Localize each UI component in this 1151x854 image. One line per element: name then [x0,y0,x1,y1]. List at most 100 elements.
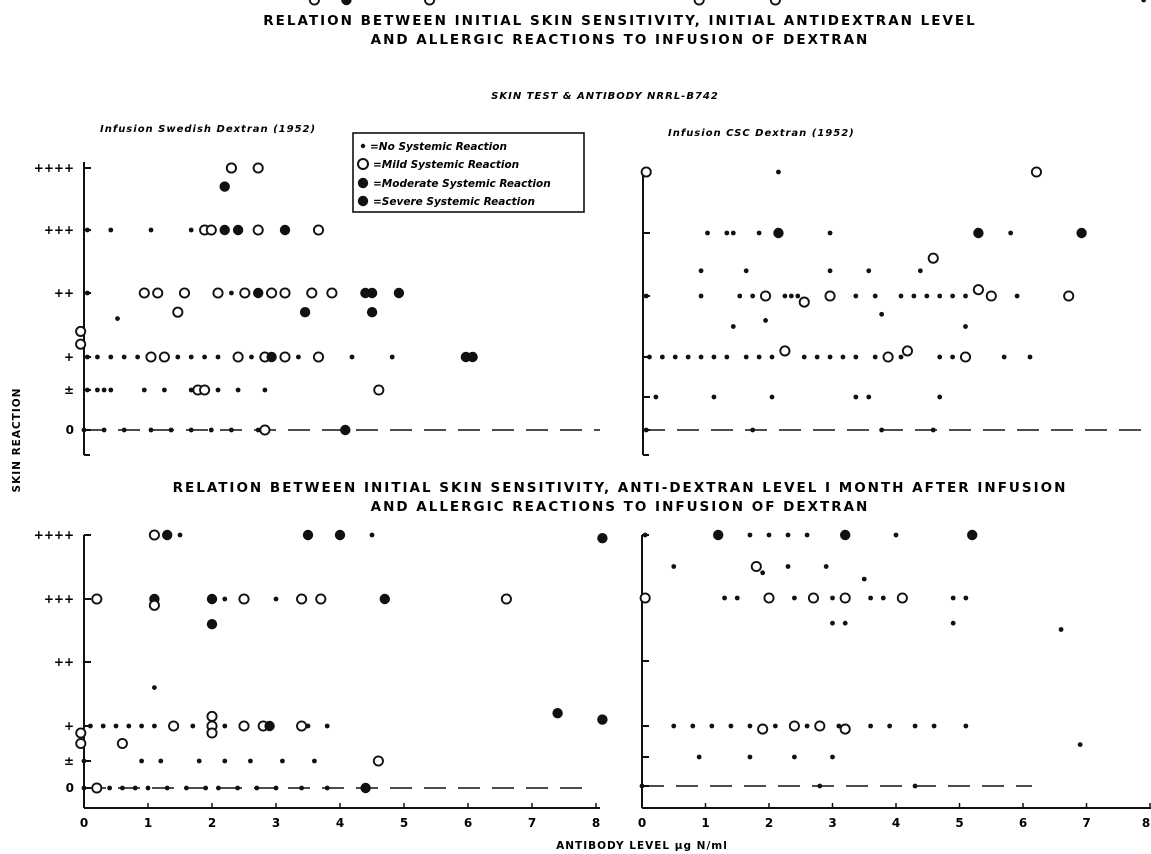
data-point-none [95,387,100,393]
data-point-none [937,293,943,299]
data-point-none [312,758,317,764]
data-point-none [756,230,762,236]
data-point-none [698,268,704,274]
data-point-none [1027,354,1033,360]
data-point-none [950,595,956,601]
data-point-none [950,620,956,626]
data-point-severe [334,529,346,541]
data-point-none [868,723,873,729]
data-point-none [1141,0,1147,3]
data-point-none [814,354,820,360]
data-point-none [135,354,141,360]
data-point-none [782,293,788,299]
data-point-mild [259,424,271,436]
data-point-none [369,532,375,538]
data-point-none [188,354,194,360]
data-point-none [177,532,183,538]
data-point-mild [763,592,775,604]
data-point-mild [798,296,810,308]
data-point-none [190,723,196,729]
data-point-mild [296,720,308,732]
data-point-none [696,754,702,760]
data-point-mild [266,287,278,299]
data-point-severe [467,351,478,363]
data-point-mild [757,723,769,735]
panel-top-left: 0±++++++++++ [34,161,600,456]
legend: =No Systemic Reaction =Mild Systemic Rea… [352,132,585,213]
data-point-none [880,595,886,601]
data-point-none [785,564,791,569]
data-point-none [107,785,112,791]
data-point-mild [252,162,264,174]
data-point-mild [500,593,512,605]
data-point-mild [148,529,160,541]
data-point-none [950,354,955,360]
data-point-mild [312,224,325,236]
data-point-mild [172,306,184,318]
data-point-none [84,387,90,393]
data-point-none [141,387,147,393]
data-point-none [184,785,189,791]
data-point-none [827,230,833,236]
legend-label-mild: =Mild Systemic Reaction [373,159,519,171]
data-point-none [930,427,936,433]
data-point-none [108,227,114,233]
data-point-none [229,427,234,433]
data-point-mild [158,351,170,363]
data-point-mild [769,0,781,6]
data-point-mild [199,384,211,396]
data-point-mild [315,593,327,605]
data-point-mild [1030,166,1042,178]
data-point-none [750,427,756,433]
y-tick-label: ± [64,383,74,397]
data-point-none [963,595,969,601]
data-point-none [698,354,704,360]
x-axis-title: ANTIBODY LEVEL µg N/ml [556,840,728,852]
data-point-mild [206,727,218,739]
data-point-mild [373,384,385,396]
data-point-mild [760,290,772,302]
data-point-none [101,427,107,433]
data-point-mild [75,737,87,750]
y-tick-label: ++++ [34,161,74,175]
data-point-none [152,685,157,690]
data-point-none [1077,742,1083,747]
data-point-mild [788,720,800,732]
data-point-none [769,394,775,400]
data-point-severe [219,181,230,192]
second-title-line-2: AND ALLERGIC REACTIONS TO INFUSION OF DE… [371,499,870,515]
data-point-none [296,354,301,360]
data-point-mild [306,287,318,299]
data-point-none [162,387,167,393]
legend-marker-severe [357,195,369,207]
data-point-none [772,723,778,729]
x-tick-label: 7 [1082,816,1090,830]
data-point-mild [91,782,103,794]
data-point-none [81,427,87,433]
second-title-line-1: RELATION BETWEEN INITIAL SKIN SENSITIVIT… [173,480,1068,496]
data-point-none [830,754,835,760]
data-point-severe [360,782,371,794]
data-point-none [229,290,234,296]
y-axis-title: SKIN REACTION [11,388,23,493]
data-point-none [139,758,145,764]
data-point-none [222,723,228,729]
data-point-none [747,532,753,538]
data-point-none [853,293,859,299]
data-point-severe [1076,227,1087,239]
data-point-none [760,570,766,576]
y-tick-label: ++++ [34,528,74,542]
data-point-none [305,723,311,729]
data-point-none [861,576,867,582]
data-point-none [893,532,899,538]
data-point-none [255,427,261,433]
data-point-none [737,293,743,299]
data-point-mild [75,727,87,739]
data-point-none [730,324,736,329]
data-point-mild [206,710,218,722]
data-point-mild [1063,290,1075,302]
data-point-mild [779,345,791,357]
data-point-none [222,596,228,602]
data-point-none [866,394,872,400]
